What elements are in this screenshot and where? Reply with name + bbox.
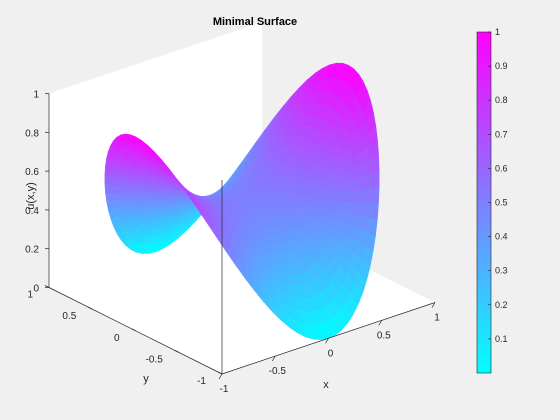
surface-patch bbox=[344, 190, 354, 203]
x-tick-label: 1 bbox=[434, 313, 440, 324]
surface-patch bbox=[326, 200, 337, 211]
surface-patch bbox=[300, 199, 311, 206]
surface-patch bbox=[335, 191, 346, 203]
z-tick-label: 0.2 bbox=[25, 245, 39, 256]
x-tick-label: -1 bbox=[220, 384, 229, 395]
x-tick bbox=[325, 338, 329, 344]
z-tick-label: 0.6 bbox=[25, 167, 39, 178]
surface-patch bbox=[317, 200, 328, 209]
y-tick-label: -1 bbox=[197, 376, 206, 387]
y-tick-label: 0.5 bbox=[62, 311, 76, 322]
surface-patch bbox=[361, 188, 371, 204]
colorbar-tick-label: 0.9 bbox=[495, 61, 508, 71]
surface-patch bbox=[105, 192, 116, 203]
surface-patch bbox=[370, 170, 380, 189]
surface-patch bbox=[284, 196, 294, 201]
colorbar-tick-label: 0.5 bbox=[495, 198, 508, 208]
surface-patch bbox=[113, 192, 125, 202]
surface-patch bbox=[250, 197, 260, 200]
surface-patch bbox=[361, 173, 371, 191]
x-tick bbox=[431, 302, 436, 308]
surface-patch bbox=[267, 197, 277, 200]
x-tick-label: -0.5 bbox=[269, 366, 287, 377]
y-tick bbox=[174, 350, 179, 353]
surface-patch bbox=[343, 201, 354, 214]
x-tick bbox=[218, 373, 223, 380]
x-axis-label: x bbox=[323, 379, 329, 391]
colorbar-tick-label: 0.6 bbox=[495, 163, 508, 173]
surface-patch bbox=[258, 197, 269, 200]
z-tick-label: 1 bbox=[33, 90, 39, 101]
surface-patch bbox=[309, 194, 320, 202]
surface-plot bbox=[104, 62, 380, 341]
surface-patch bbox=[309, 200, 320, 208]
colorbar-tick-label: 0.3 bbox=[495, 266, 508, 276]
x-tick-label: 0 bbox=[328, 348, 334, 359]
surface-patch bbox=[318, 193, 329, 202]
colorbar-tick-label: 0.2 bbox=[495, 300, 508, 310]
surface-patch bbox=[369, 186, 380, 204]
surface-patch bbox=[368, 202, 379, 220]
colorbar-tick-label: 1 bbox=[495, 27, 500, 37]
colorbar-tick-label: 0.7 bbox=[495, 129, 508, 139]
z-tick-label: 0.4 bbox=[25, 206, 39, 217]
y-axis-label: y bbox=[143, 373, 149, 385]
y-tick-label: 1 bbox=[27, 290, 33, 301]
surface-patch bbox=[301, 195, 311, 202]
x-tick bbox=[378, 320, 383, 326]
surface-patch bbox=[352, 189, 363, 203]
surface-patch bbox=[359, 202, 371, 218]
x-tick bbox=[271, 355, 276, 362]
y-tick-label: 0 bbox=[114, 333, 120, 344]
z-tick-label: 0 bbox=[33, 284, 39, 295]
y-tick bbox=[131, 328, 136, 332]
surface-patch bbox=[326, 192, 337, 202]
chart-title: Minimal Surface bbox=[213, 16, 297, 28]
surface-patch bbox=[334, 201, 345, 213]
surface-patch bbox=[353, 176, 363, 192]
surface-patch bbox=[275, 196, 286, 201]
z-axis-label: u(x,y) bbox=[25, 182, 37, 210]
colorbar-tick-label: 0.1 bbox=[495, 334, 508, 344]
surface-patch bbox=[122, 193, 133, 201]
surface-patch bbox=[351, 201, 362, 216]
y-tick bbox=[88, 306, 93, 310]
colorbar-ticks: 0.1 0.2 0.3 0.4 0.5 0.6 0.7 0.8 0.9 1 bbox=[488, 27, 508, 344]
colorbar-tick-label: 0.8 bbox=[495, 95, 508, 105]
y-tick bbox=[217, 371, 223, 375]
x-tick-label: 0.5 bbox=[377, 330, 391, 341]
surface-patch bbox=[292, 195, 303, 201]
colorbar-tick-label: 0.4 bbox=[495, 232, 508, 242]
z-tick-label: 0.8 bbox=[25, 128, 39, 139]
y-tick-label: -0.5 bbox=[146, 354, 164, 365]
